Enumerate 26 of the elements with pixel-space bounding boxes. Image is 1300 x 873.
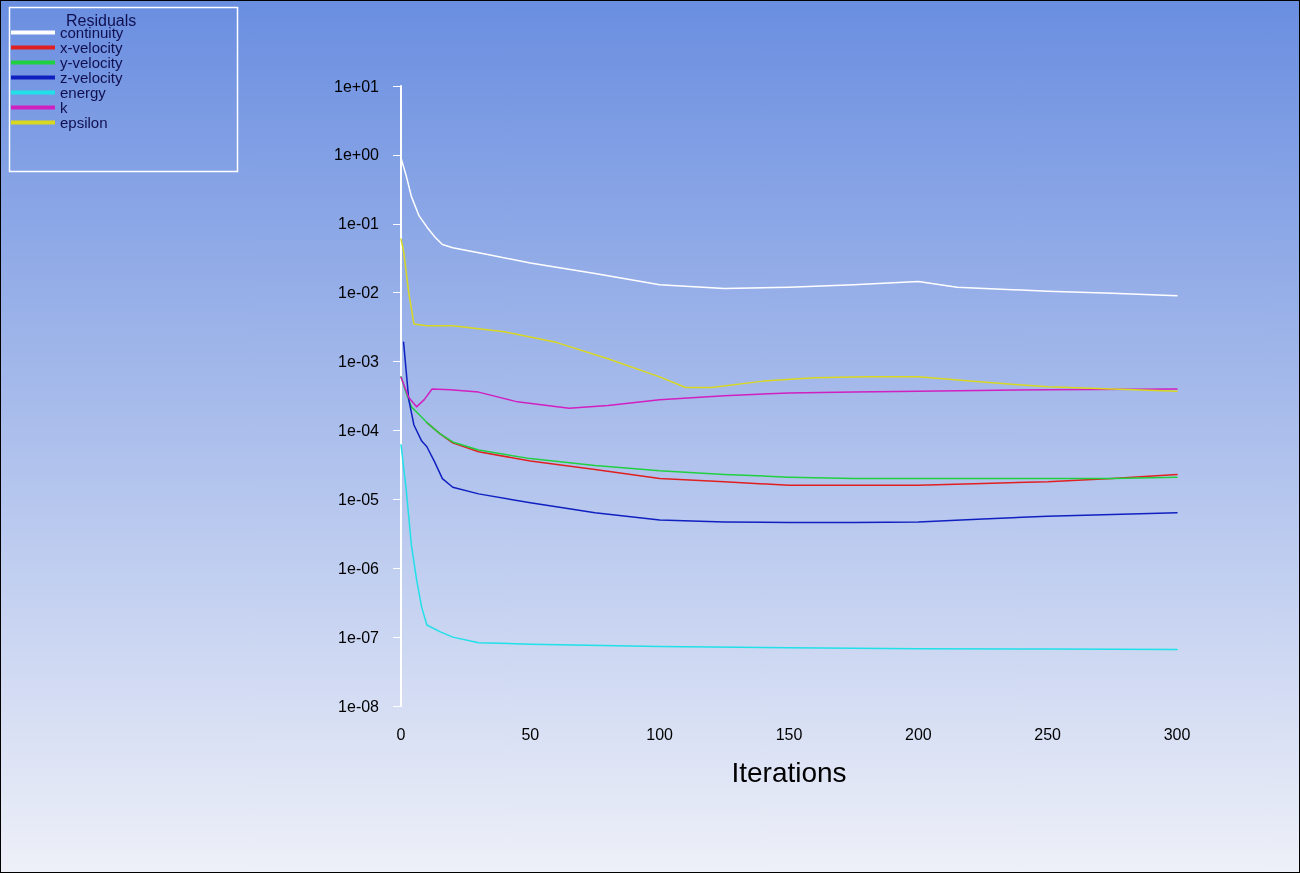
y-tick-label: 1e-03: [338, 353, 380, 371]
legend-label: k: [60, 99, 68, 116]
line-series: [400, 376, 1178, 480]
y-tick-label: 1e-05: [338, 490, 380, 508]
y-tick-label: 1e-02: [338, 284, 380, 302]
y-tick-label: 1e-07: [338, 628, 380, 646]
x-axis-title: Iterations: [731, 756, 847, 788]
x-tick-label: 200: [904, 725, 932, 743]
line-series: [400, 444, 1178, 651]
x-tick-label: 150: [775, 725, 803, 743]
line-series: [400, 376, 1178, 409]
y-tick-label: 1e-01: [338, 215, 380, 233]
y-tick-label: 1e-08: [338, 697, 380, 715]
legend-label: epsilon: [60, 114, 108, 131]
legend-label: energy: [60, 84, 107, 101]
y-tick-label: 1e-04: [338, 421, 380, 439]
y-tick-label: 1e-06: [338, 559, 380, 577]
x-tick-label: 300: [1163, 725, 1191, 743]
x-tick-label: 0: [396, 725, 406, 743]
x-tick-label: 50: [521, 725, 540, 743]
line-series: [400, 238, 1178, 393]
x-tick-label: 100: [646, 725, 674, 743]
y-tick-label: 1e+01: [334, 77, 380, 95]
x-tick-label: 250: [1034, 725, 1062, 743]
y-tick-label: 1e+00: [334, 146, 380, 164]
line-series: [402, 341, 1178, 524]
